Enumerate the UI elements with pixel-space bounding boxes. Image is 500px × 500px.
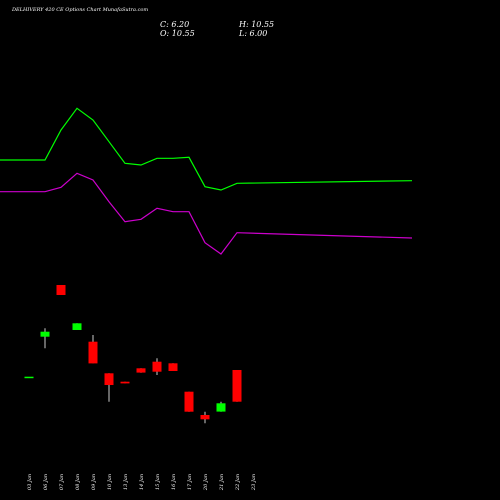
low-value: L: 6.00 [239,29,268,38]
high-value: H: 10.55 [239,20,275,29]
x-tick-label: 17 Jan [187,474,193,490]
x-tick-label: 07 Jan [59,474,65,490]
chart-title: DELHIVERY 420 CE Options Chart MunafaSut… [12,7,149,13]
x-tick-label: 13 Jan [123,474,129,490]
candle-body [152,361,162,372]
candle-body [184,391,194,412]
x-tick-label: 23 Jan [251,474,257,491]
x-tick-label: 20 Jan [203,474,209,491]
open-value: O: 10.55 [160,29,195,38]
candle-body [72,323,82,330]
candle-body [216,403,226,412]
candle-body [40,331,50,337]
candle-body [88,341,98,364]
x-tick-label: 10 Jan [107,474,113,490]
x-tick-label: 15 Jan [155,474,161,490]
close-value: C: 6.20 [160,20,190,29]
candle-body [200,415,210,420]
x-tick-label: 14 Jan [139,474,145,490]
x-tick-label: 08 Jan [75,474,81,490]
candle-body [136,368,146,373]
x-tick-label: 03 Jan [27,474,33,490]
series-line-2 [0,172,413,255]
x-tick-label: 22 Jan [235,474,241,491]
candle-body [120,381,130,384]
x-tick-label: 21 Jan [219,474,225,491]
candle-body [24,376,34,379]
x-tick-label: 06 Jan [43,474,49,490]
candle-body [168,363,178,371]
x-tick-label: 16 Jan [171,474,177,490]
candle-body [104,373,114,385]
x-tick-label: 09 Jan [91,474,97,490]
candle-body [232,370,242,402]
candle-body [56,285,66,295]
series-line-1 [0,107,413,191]
